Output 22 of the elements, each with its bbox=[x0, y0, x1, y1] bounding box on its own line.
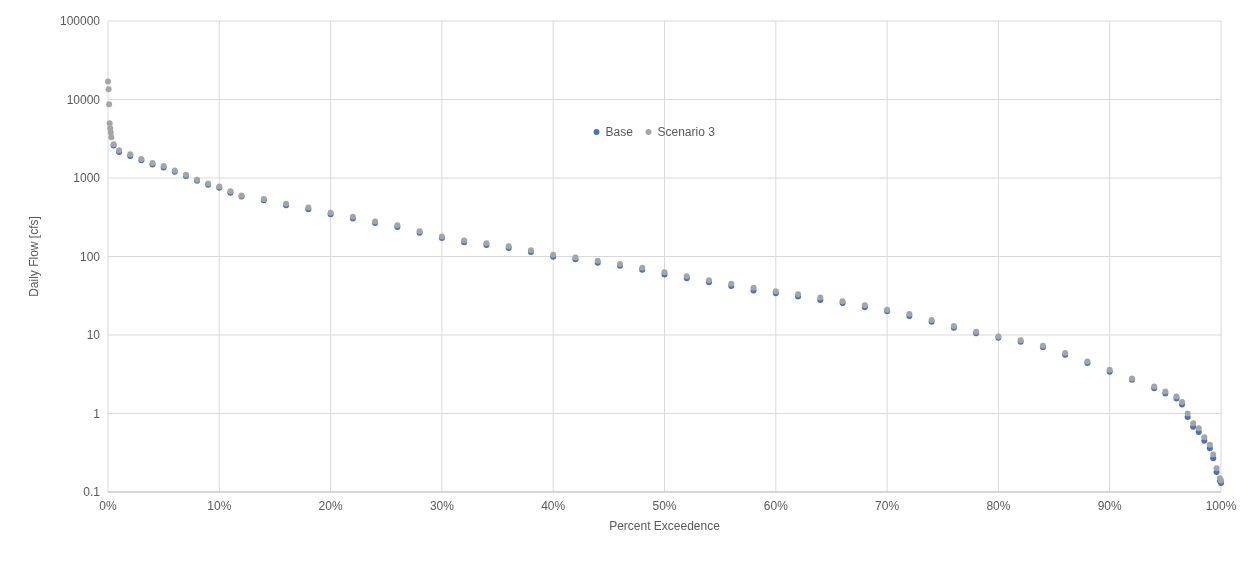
x-tick-label: 60% bbox=[763, 499, 789, 513]
y-tick-label: 10000 bbox=[66, 92, 101, 107]
y-tick-label: 1000 bbox=[73, 171, 101, 186]
x-tick-label: 50% bbox=[652, 499, 677, 513]
x-tick-label: 100% bbox=[1205, 499, 1237, 513]
y-tick-label: 0.1 bbox=[83, 485, 101, 500]
x-tick-label: 80% bbox=[986, 499, 1011, 513]
x-tick-label: 20% bbox=[318, 499, 343, 513]
x-tick-label: 40% bbox=[541, 499, 566, 513]
y-tick-label: 100 bbox=[79, 249, 101, 264]
x-tick-label: 70% bbox=[875, 499, 900, 513]
y-tick-label: 1 bbox=[93, 406, 101, 421]
y-tick-label: 100000 bbox=[59, 14, 101, 29]
y-axis-title: Daily Flow [cfs] bbox=[27, 216, 41, 297]
x-axis-title: Percent Exceedence bbox=[609, 519, 721, 533]
legend-label: Scenario 3 bbox=[657, 125, 716, 140]
y-tick-label: 10 bbox=[86, 328, 101, 343]
x-tick-label: 10% bbox=[207, 499, 232, 513]
x-tick-label: 30% bbox=[429, 499, 455, 513]
x-tick-label: 90% bbox=[1097, 499, 1123, 513]
legend-label: Base bbox=[605, 125, 634, 140]
x-tick-label: 0% bbox=[99, 499, 117, 513]
